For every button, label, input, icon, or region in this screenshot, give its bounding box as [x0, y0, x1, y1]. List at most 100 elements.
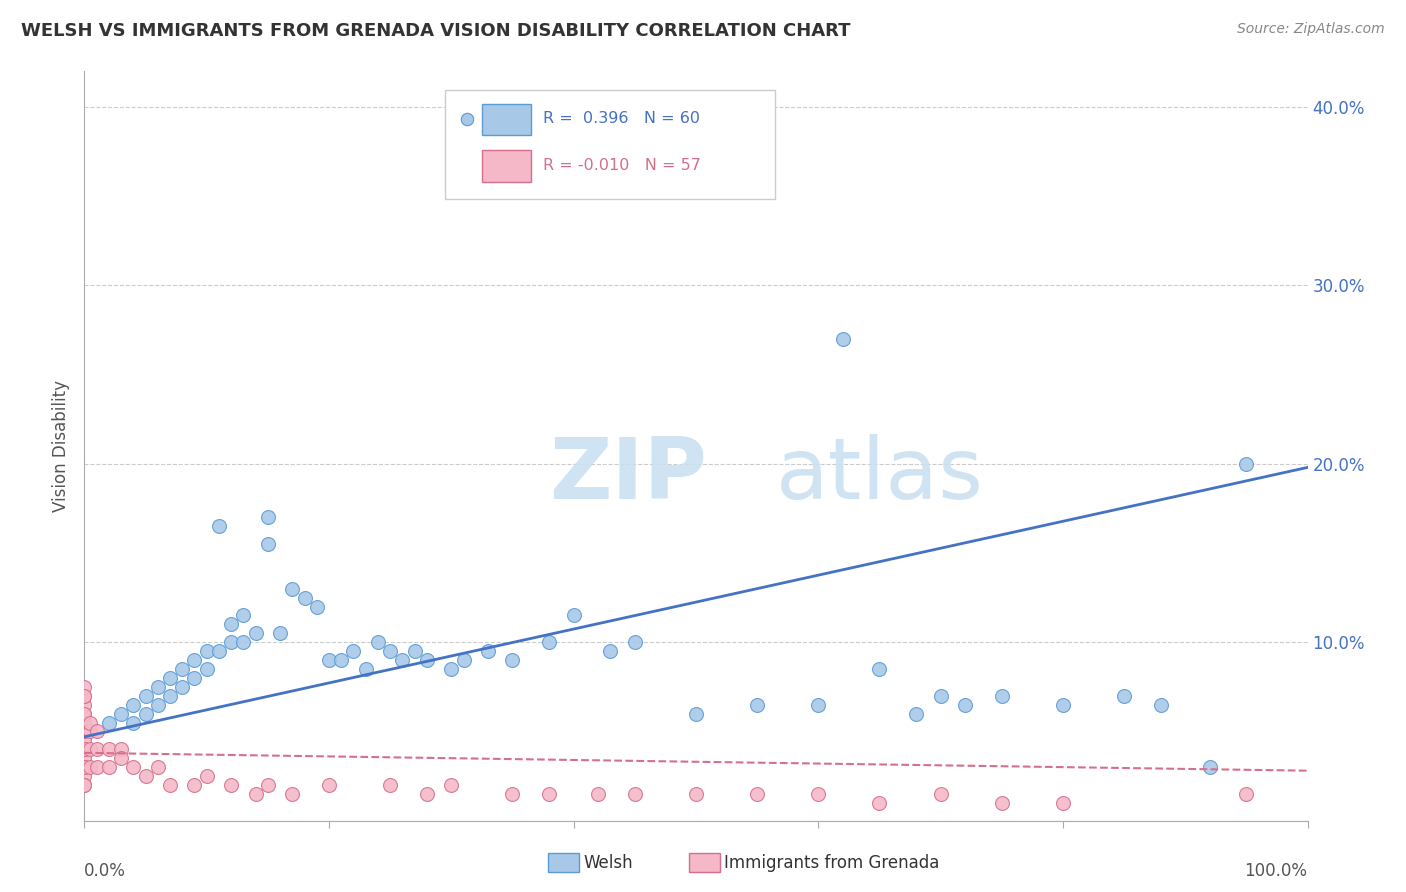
Point — [747, 698, 769, 712]
Point — [685, 706, 707, 721]
Point — [146, 680, 169, 694]
Point — [73, 706, 96, 721]
Point — [219, 617, 242, 632]
Point — [1052, 698, 1074, 712]
Text: 0.0%: 0.0% — [84, 862, 127, 880]
Point — [416, 787, 439, 801]
Point — [440, 778, 463, 792]
Text: R = -0.010   N = 57: R = -0.010 N = 57 — [543, 158, 702, 172]
Point — [685, 787, 707, 801]
Point — [1236, 787, 1258, 801]
Point — [502, 787, 524, 801]
Point — [269, 626, 291, 640]
Point — [73, 706, 96, 721]
Point — [929, 787, 952, 801]
Point — [257, 778, 280, 792]
Point — [294, 591, 316, 605]
Text: Immigrants from Grenada: Immigrants from Grenada — [724, 854, 939, 871]
Point — [404, 644, 426, 658]
Point — [257, 537, 280, 551]
Point — [219, 778, 242, 792]
Point — [135, 769, 157, 783]
Point — [172, 680, 194, 694]
Point — [1052, 796, 1074, 810]
Point — [97, 760, 120, 774]
Point — [159, 671, 181, 685]
Point — [318, 778, 340, 792]
Point — [86, 760, 108, 774]
Point — [73, 698, 96, 712]
Point — [245, 787, 267, 801]
Point — [73, 680, 96, 694]
Point — [538, 635, 561, 649]
Point — [905, 706, 928, 721]
Point — [73, 760, 96, 774]
Point — [991, 796, 1014, 810]
Point — [73, 751, 96, 765]
Text: ZIP: ZIP — [550, 434, 707, 517]
Point — [281, 787, 304, 801]
Point — [73, 742, 96, 756]
Point — [110, 751, 132, 765]
Point — [195, 662, 218, 676]
Point — [86, 742, 108, 756]
Point — [1150, 698, 1173, 712]
Point — [79, 742, 101, 756]
Point — [257, 510, 280, 524]
Point — [122, 760, 145, 774]
Point — [281, 582, 304, 596]
Point — [416, 653, 439, 667]
Point — [73, 769, 96, 783]
Point — [747, 787, 769, 801]
Point — [586, 787, 609, 801]
Point — [135, 689, 157, 703]
Point — [73, 760, 96, 774]
Point — [929, 689, 952, 703]
Point — [73, 689, 96, 703]
Point — [73, 724, 96, 739]
Point — [232, 608, 254, 623]
Point — [367, 635, 389, 649]
Point — [73, 715, 96, 730]
Point — [208, 644, 231, 658]
Point — [183, 653, 205, 667]
Point — [318, 653, 340, 667]
Point — [477, 644, 499, 658]
Text: Welsh: Welsh — [583, 854, 633, 871]
Point — [1236, 457, 1258, 471]
Point — [73, 760, 96, 774]
Y-axis label: Vision Disability: Vision Disability — [52, 380, 70, 512]
Point — [624, 635, 647, 649]
Point — [502, 653, 524, 667]
Point — [869, 796, 891, 810]
Point — [453, 653, 475, 667]
Point — [599, 644, 621, 658]
Point — [159, 778, 181, 792]
Point — [159, 689, 181, 703]
Point — [73, 733, 96, 747]
Point — [953, 698, 976, 712]
Point — [354, 662, 377, 676]
Point — [97, 715, 120, 730]
Point — [208, 519, 231, 533]
Point — [73, 778, 96, 792]
Point — [305, 599, 328, 614]
Point — [538, 787, 561, 801]
Point — [183, 778, 205, 792]
Point — [79, 760, 101, 774]
Point — [73, 689, 96, 703]
Text: atlas: atlas — [776, 434, 983, 517]
Text: WELSH VS IMMIGRANTS FROM GRENADA VISION DISABILITY CORRELATION CHART: WELSH VS IMMIGRANTS FROM GRENADA VISION … — [21, 22, 851, 40]
Point — [342, 644, 364, 658]
Point — [122, 698, 145, 712]
Point — [86, 724, 108, 739]
Point — [991, 689, 1014, 703]
FancyBboxPatch shape — [446, 90, 776, 199]
Point — [380, 778, 402, 792]
Point — [73, 742, 96, 756]
Point — [183, 671, 205, 685]
Point — [73, 724, 96, 739]
Point — [831, 332, 853, 346]
Bar — [482, 150, 531, 181]
Point — [380, 644, 402, 658]
